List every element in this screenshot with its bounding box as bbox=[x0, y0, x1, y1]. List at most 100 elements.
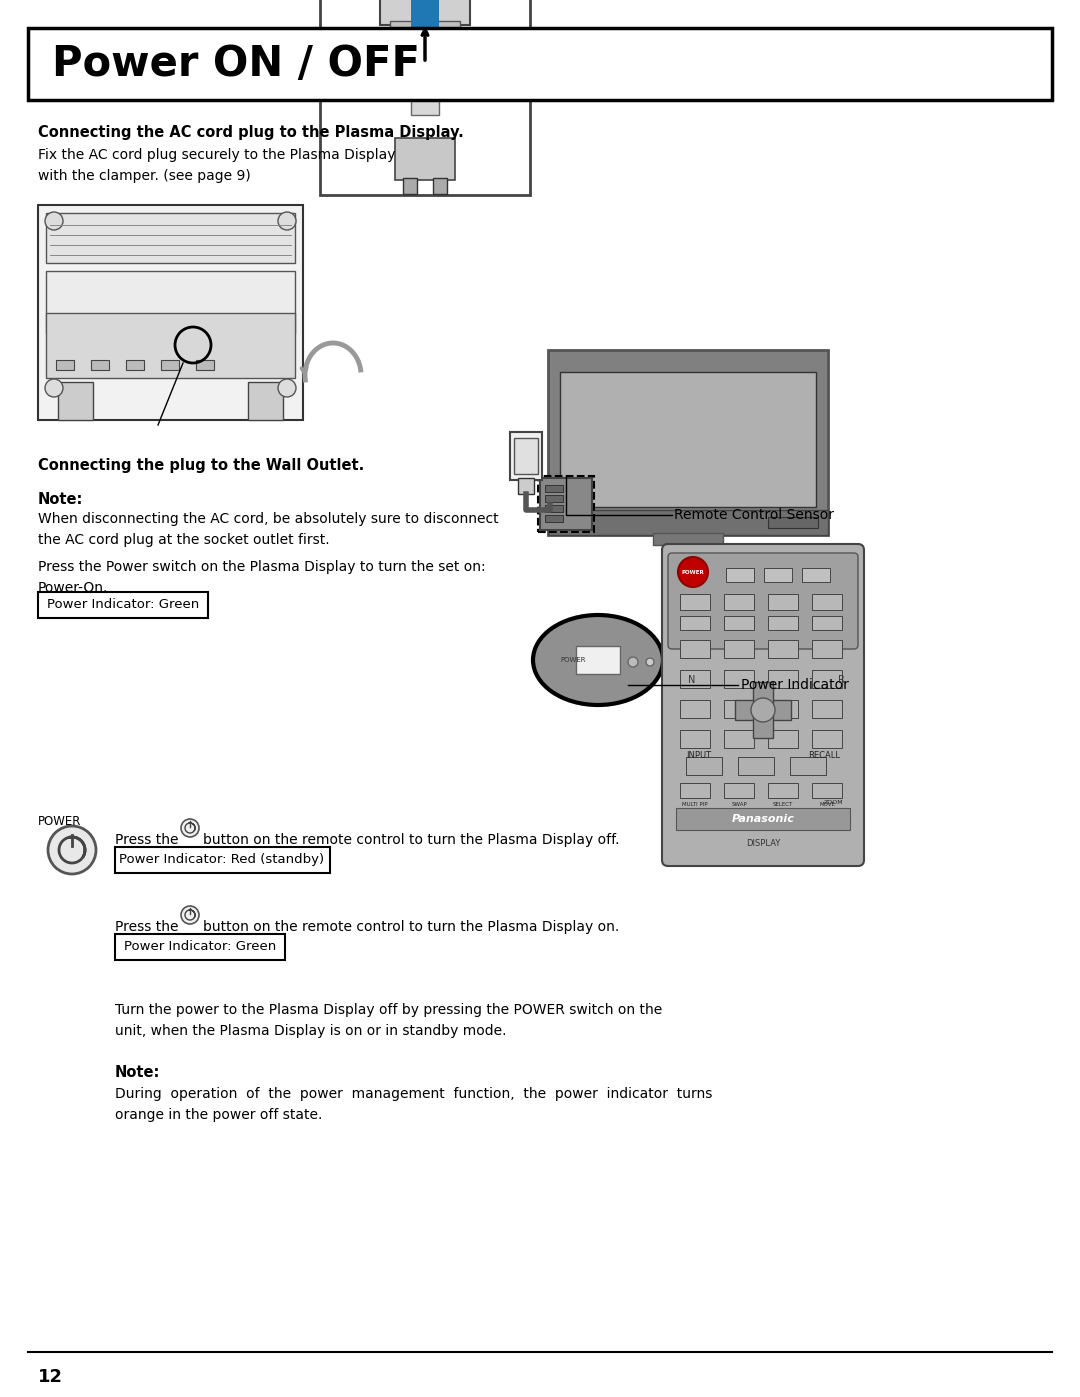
Circle shape bbox=[181, 907, 199, 923]
Circle shape bbox=[416, 47, 422, 53]
Bar bbox=[686, 757, 723, 775]
Bar bbox=[28, 28, 1052, 101]
Text: Connecting the plug to the Wall Outlet.: Connecting the plug to the Wall Outlet. bbox=[38, 458, 364, 474]
Bar bbox=[724, 700, 754, 718]
Bar bbox=[395, 138, 455, 180]
Bar bbox=[545, 485, 563, 492]
Bar bbox=[518, 478, 534, 495]
Circle shape bbox=[48, 826, 96, 875]
Bar bbox=[161, 360, 179, 370]
Circle shape bbox=[428, 77, 434, 82]
Bar bbox=[764, 569, 792, 583]
Text: MOVE: MOVE bbox=[819, 802, 835, 807]
Circle shape bbox=[678, 557, 708, 587]
Text: button on the remote control to turn the Plasma Display on.: button on the remote control to turn the… bbox=[203, 921, 619, 935]
Bar bbox=[680, 782, 710, 798]
Bar bbox=[680, 640, 710, 658]
Circle shape bbox=[416, 77, 422, 82]
Circle shape bbox=[404, 47, 410, 53]
Bar bbox=[390, 21, 460, 43]
Bar bbox=[735, 700, 791, 719]
Text: button on the remote control to turn the Plasma Display off.: button on the remote control to turn the… bbox=[203, 833, 620, 847]
Text: Press the: Press the bbox=[114, 921, 178, 935]
Bar bbox=[724, 616, 754, 630]
Bar bbox=[46, 271, 295, 332]
Text: Power Indicator: Green: Power Indicator: Green bbox=[124, 940, 276, 954]
Bar bbox=[46, 212, 295, 263]
Bar bbox=[768, 517, 818, 528]
Bar bbox=[403, 177, 417, 194]
Bar bbox=[545, 515, 563, 522]
Circle shape bbox=[416, 92, 422, 98]
Circle shape bbox=[428, 92, 434, 98]
Bar bbox=[56, 360, 75, 370]
FancyBboxPatch shape bbox=[662, 543, 864, 866]
Text: Power Indicator: Green: Power Indicator: Green bbox=[46, 598, 199, 612]
Bar bbox=[545, 495, 563, 502]
Text: N: N bbox=[688, 675, 696, 685]
Text: Power ON / OFF: Power ON / OFF bbox=[52, 43, 420, 85]
Bar bbox=[433, 177, 447, 194]
Text: SELECT: SELECT bbox=[773, 802, 793, 807]
Bar bbox=[812, 671, 842, 687]
Bar bbox=[514, 439, 538, 474]
Bar bbox=[738, 757, 774, 775]
Bar bbox=[91, 360, 109, 370]
Circle shape bbox=[627, 657, 638, 666]
Circle shape bbox=[404, 77, 410, 82]
Text: Panasonic: Panasonic bbox=[731, 814, 795, 824]
Bar bbox=[540, 478, 592, 529]
Text: ZOOM: ZOOM bbox=[823, 800, 843, 805]
Bar bbox=[802, 569, 831, 583]
Bar bbox=[812, 640, 842, 658]
Bar bbox=[126, 360, 144, 370]
Text: DISPLAY: DISPLAY bbox=[746, 840, 780, 848]
Bar bbox=[411, 43, 438, 115]
Text: Turn the power to the Plasma Display off by pressing the POWER switch on the
uni: Turn the power to the Plasma Display off… bbox=[114, 1003, 662, 1038]
Circle shape bbox=[428, 61, 434, 68]
Circle shape bbox=[404, 61, 410, 68]
Bar bbox=[768, 616, 798, 630]
Bar bbox=[114, 847, 330, 873]
FancyBboxPatch shape bbox=[669, 553, 858, 650]
Bar bbox=[676, 807, 850, 830]
Circle shape bbox=[45, 379, 63, 397]
Bar bbox=[768, 782, 798, 798]
Bar bbox=[724, 671, 754, 687]
Text: SWAP: SWAP bbox=[731, 802, 747, 807]
Circle shape bbox=[392, 61, 399, 68]
Text: When disconnecting the AC cord, be absolutely sure to disconnect
the AC cord plu: When disconnecting the AC cord, be absol… bbox=[38, 511, 499, 546]
Bar bbox=[812, 782, 842, 798]
Bar bbox=[812, 731, 842, 747]
Bar bbox=[561, 372, 816, 507]
Text: Press the: Press the bbox=[114, 833, 178, 847]
Circle shape bbox=[646, 658, 654, 666]
Circle shape bbox=[181, 819, 199, 837]
Circle shape bbox=[278, 212, 296, 231]
Bar bbox=[680, 731, 710, 747]
Bar bbox=[768, 700, 798, 718]
Circle shape bbox=[428, 47, 434, 53]
Text: 12: 12 bbox=[38, 1368, 63, 1386]
Bar bbox=[510, 432, 542, 481]
Circle shape bbox=[392, 47, 399, 53]
Circle shape bbox=[278, 379, 296, 397]
Bar bbox=[812, 616, 842, 630]
Bar bbox=[58, 381, 93, 420]
Bar bbox=[38, 205, 303, 420]
Bar bbox=[195, 360, 214, 370]
Bar bbox=[768, 731, 798, 747]
Circle shape bbox=[392, 92, 399, 98]
Text: Press the Power switch on the Plasma Display to turn the set on:
Power-On.: Press the Power switch on the Plasma Dis… bbox=[38, 560, 486, 595]
Text: INPUT: INPUT bbox=[686, 750, 711, 760]
Text: Power Indicator: Red (standby): Power Indicator: Red (standby) bbox=[120, 854, 325, 866]
Bar bbox=[753, 682, 773, 738]
Bar bbox=[538, 476, 594, 532]
Text: R: R bbox=[838, 675, 845, 685]
Bar bbox=[680, 616, 710, 630]
Bar bbox=[768, 671, 798, 687]
Text: Fix the AC cord plug securely to the Plasma Display
with the clamper. (see page : Fix the AC cord plug securely to the Pla… bbox=[38, 148, 395, 183]
Ellipse shape bbox=[534, 615, 663, 705]
Text: Remote Control Sensor: Remote Control Sensor bbox=[674, 509, 834, 522]
Text: POWER: POWER bbox=[561, 657, 585, 664]
